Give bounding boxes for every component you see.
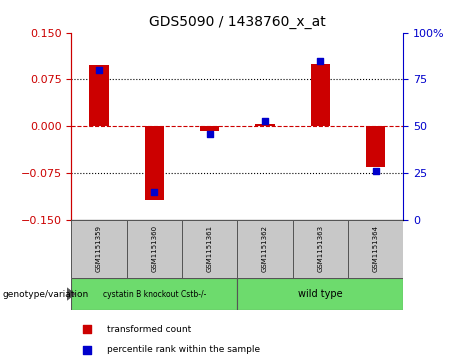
Point: [372, 168, 379, 174]
Bar: [366, 126, 385, 167]
FancyBboxPatch shape: [127, 220, 182, 278]
Polygon shape: [67, 287, 75, 301]
Bar: [200, 126, 219, 131]
Text: cystatin B knockout Cstb-/-: cystatin B knockout Cstb-/-: [103, 290, 206, 298]
Point: [261, 118, 269, 123]
Text: GSM1151362: GSM1151362: [262, 225, 268, 272]
Text: GSM1151359: GSM1151359: [96, 225, 102, 272]
FancyBboxPatch shape: [237, 220, 293, 278]
FancyBboxPatch shape: [71, 278, 237, 310]
Bar: [145, 126, 164, 200]
FancyBboxPatch shape: [182, 220, 237, 278]
Text: percentile rank within the sample: percentile rank within the sample: [107, 345, 260, 354]
Text: transformed count: transformed count: [107, 325, 192, 334]
Bar: [89, 65, 109, 126]
Title: GDS5090 / 1438760_x_at: GDS5090 / 1438760_x_at: [149, 15, 326, 29]
Point: [83, 326, 90, 332]
Point: [206, 131, 213, 136]
Text: GSM1151363: GSM1151363: [317, 225, 324, 272]
FancyBboxPatch shape: [237, 278, 403, 310]
Text: GSM1151361: GSM1151361: [207, 225, 213, 272]
FancyBboxPatch shape: [293, 220, 348, 278]
Bar: [255, 124, 275, 126]
FancyBboxPatch shape: [348, 220, 403, 278]
Point: [151, 189, 158, 195]
Text: GSM1151360: GSM1151360: [151, 225, 158, 272]
Point: [83, 347, 90, 353]
Bar: [311, 64, 330, 126]
FancyBboxPatch shape: [71, 220, 127, 278]
Text: wild type: wild type: [298, 289, 343, 299]
Point: [317, 58, 324, 64]
Text: GSM1151364: GSM1151364: [372, 225, 379, 272]
Point: [95, 67, 103, 73]
Text: genotype/variation: genotype/variation: [2, 290, 89, 298]
